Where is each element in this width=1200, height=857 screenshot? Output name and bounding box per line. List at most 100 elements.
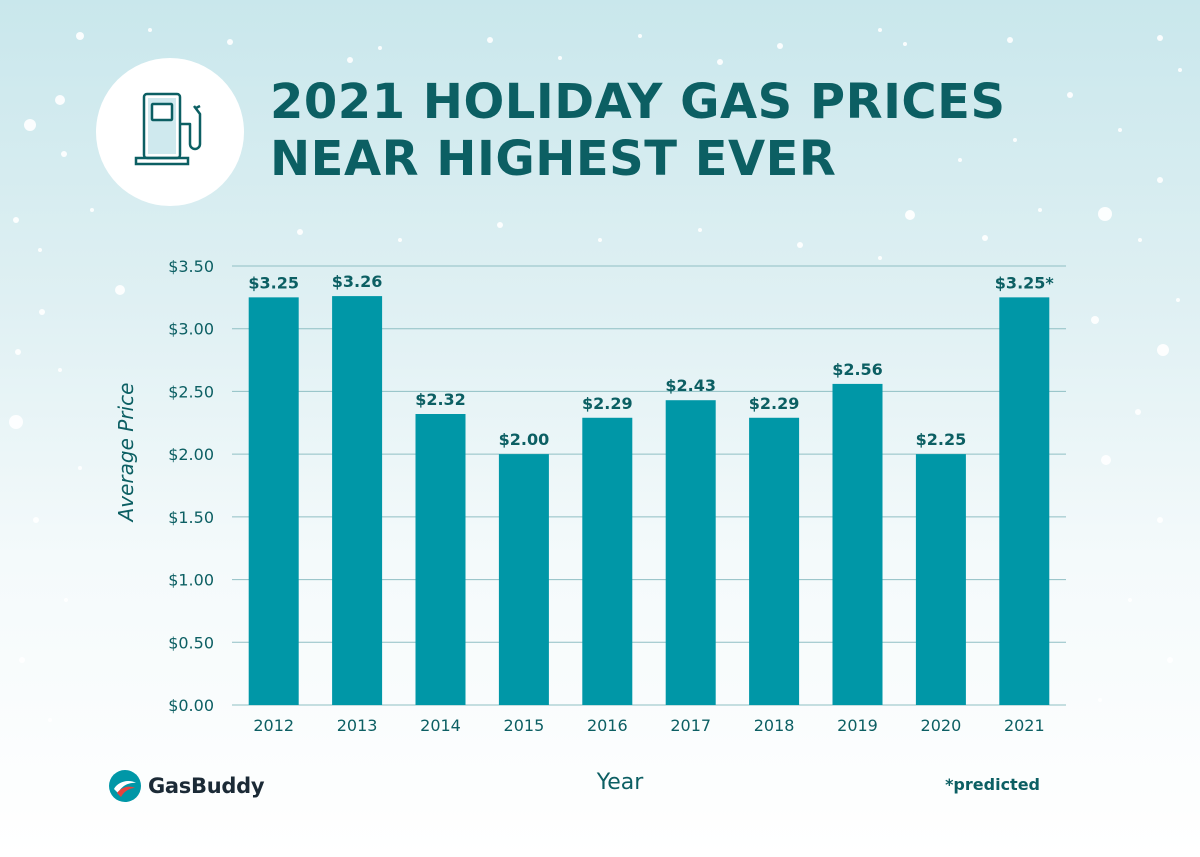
snowflake — [13, 217, 19, 223]
snowflake — [558, 56, 562, 60]
snowflake — [903, 42, 907, 46]
gasbuddy-logo-icon — [109, 770, 141, 802]
y-tick-label: $1.00 — [168, 571, 214, 590]
data-label-2012: $3.25 — [248, 273, 299, 292]
snowflake — [227, 39, 233, 45]
y-tick-label: $2.00 — [168, 445, 214, 464]
x-tick-label: 2013 — [337, 716, 378, 735]
y-tick-label: $0.50 — [168, 633, 214, 652]
snowflake — [1176, 298, 1180, 302]
gasbuddy-logo: GasBuddy — [108, 768, 265, 804]
x-tick-label: 2017 — [670, 716, 711, 735]
snowflake — [15, 349, 21, 355]
bar-2017 — [665, 400, 716, 705]
y-tick-label: $2.50 — [168, 382, 214, 401]
snowflake — [1157, 35, 1163, 41]
snowflake — [115, 285, 125, 295]
data-label-2018: $2.29 — [749, 394, 800, 413]
data-label-2013: $3.26 — [332, 272, 383, 291]
x-axis-title: Year — [596, 770, 644, 795]
title-line-1: 2021 HOLIDAY GAS PRICES — [270, 74, 1006, 130]
snowflake — [1157, 517, 1163, 523]
snowflake — [378, 46, 382, 50]
snowflake — [24, 119, 36, 131]
x-tick-label: 2014 — [420, 716, 461, 735]
snowflake — [1038, 208, 1042, 212]
bars — [248, 296, 1050, 705]
snowflake — [905, 210, 915, 220]
y-tick-label: $1.50 — [168, 508, 214, 527]
x-tick-label: 2015 — [504, 716, 545, 735]
snowflake — [1091, 316, 1099, 324]
x-tick-label: 2019 — [837, 716, 878, 735]
bar-2013 — [332, 296, 383, 705]
snowflake — [1135, 409, 1141, 415]
snowflake — [487, 37, 493, 43]
y-tick-label: $3.50 — [168, 257, 214, 276]
bar-2016 — [582, 417, 633, 705]
snowflake — [598, 238, 602, 242]
snowflake — [958, 158, 962, 162]
y-axis-title: Average Price — [114, 383, 138, 524]
x-tick-label: 2021 — [1004, 716, 1045, 735]
snowflake — [1138, 238, 1142, 242]
snowflake — [797, 242, 803, 248]
snowflake — [497, 222, 503, 228]
snowflake — [61, 151, 67, 157]
snowflake — [78, 466, 82, 470]
data-label-2014: $2.32 — [415, 390, 466, 409]
snowflake — [64, 598, 68, 602]
snowflake — [878, 256, 882, 260]
snowflake — [1167, 657, 1173, 663]
snowflake — [347, 57, 353, 63]
snowflake — [48, 718, 52, 722]
snowflake — [148, 28, 152, 32]
bar-2015 — [498, 454, 549, 705]
snowflake — [878, 28, 882, 32]
footnote: *predicted — [945, 775, 1040, 794]
bar-2014 — [415, 414, 466, 705]
data-labels: $3.25 $3.26 $2.32 $2.00 $2.29 $2.43 $2.29 $2.56… — [248, 272, 1054, 449]
snowflake — [1007, 37, 1013, 43]
y-tick-label: $3.00 — [168, 320, 214, 339]
snowflake — [1101, 455, 1111, 465]
snowflake — [297, 229, 303, 235]
x-tick-label: 2018 — [754, 716, 795, 735]
data-label-2017: $2.43 — [665, 376, 716, 395]
gas-pump-icon-badge — [96, 58, 244, 206]
snowflake — [1128, 598, 1132, 602]
snowflake — [1067, 92, 1073, 98]
gas-pump-icon — [134, 92, 202, 166]
data-label-2020: $2.25 — [916, 430, 967, 449]
snowflake — [58, 368, 62, 372]
snowflake — [1098, 698, 1102, 702]
bar-2012 — [248, 297, 299, 705]
snowflake — [1157, 177, 1163, 183]
snowflake — [38, 248, 42, 252]
snowflake — [9, 415, 23, 429]
snowflake — [1098, 207, 1112, 221]
y-tick-label: $0.00 — [168, 696, 214, 715]
snowflake — [19, 657, 25, 663]
data-label-2015: $2.00 — [499, 430, 550, 449]
x-tick-label: 2012 — [253, 716, 294, 735]
snowflake — [1013, 138, 1017, 142]
snowflake — [638, 34, 642, 38]
title-line-2: NEAR HIGHEST EVER — [270, 131, 837, 187]
data-label-2016: $2.29 — [582, 394, 633, 413]
snowflake — [398, 238, 402, 242]
bar-2020 — [915, 454, 966, 705]
page-title: 2021 HOLIDAY GAS PRICES NEAR HIGHEST EVE… — [270, 74, 1006, 188]
x-tick-labels: 2012 2013 2014 2015 2016 2017 2018 2019 2020 2021 — [253, 716, 1044, 735]
x-tick-label: 2020 — [921, 716, 962, 735]
snowflake — [33, 517, 39, 523]
snowflake — [90, 208, 94, 212]
brand-name: GasBuddy — [148, 774, 265, 798]
snowflake — [76, 32, 84, 40]
snowflake — [777, 43, 783, 49]
snowflake — [1157, 344, 1169, 356]
snowflake — [982, 235, 988, 241]
bar-2021 — [999, 297, 1050, 705]
